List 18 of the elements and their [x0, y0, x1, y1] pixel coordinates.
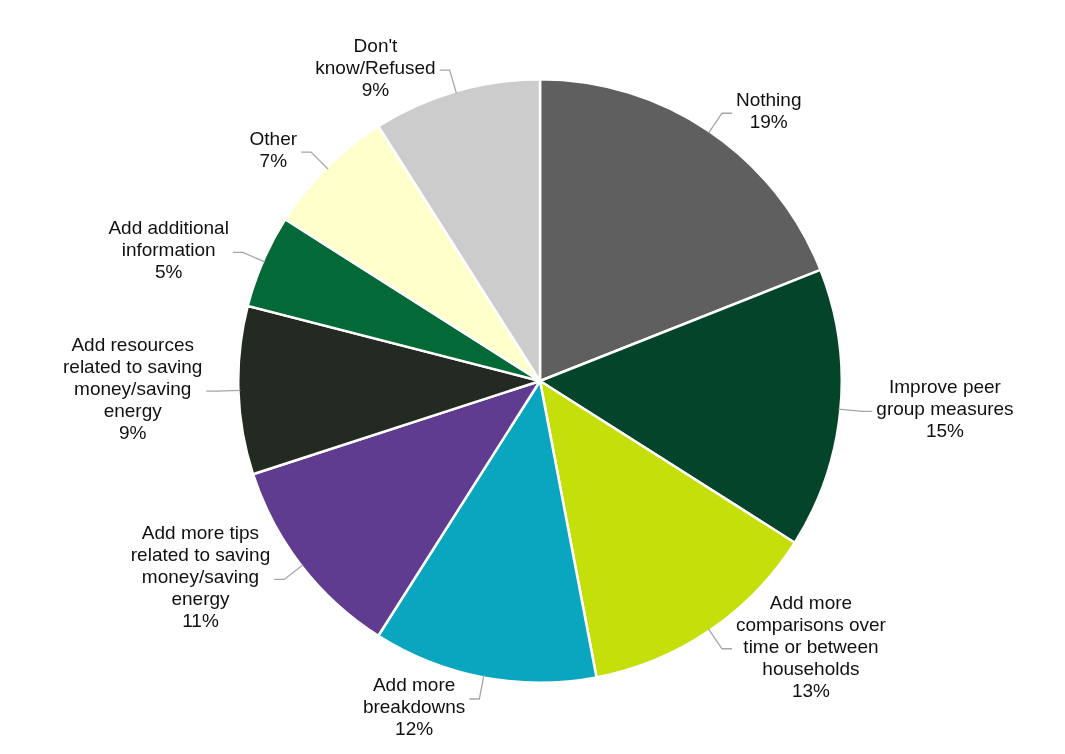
data-label: 9% — [361, 78, 390, 100]
data-label: 12% — [395, 717, 434, 739]
slice-label: Nothing — [735, 88, 802, 110]
data-label: 19% — [749, 110, 788, 132]
slice-label: Don't know/Refused — [315, 34, 436, 78]
data-label: 7% — [259, 149, 288, 171]
data-label: 5% — [154, 261, 183, 283]
data-label: 9% — [118, 421, 147, 443]
slice-label: Improve peer group measures — [876, 376, 1014, 420]
data-label: 11% — [182, 610, 219, 632]
slice-label: Add more breakdowns — [362, 673, 466, 717]
data-label: 15% — [925, 420, 965, 442]
slice-label: Add additional information — [108, 217, 229, 261]
slice-label: Add resources related to saving money/saving energy — [62, 333, 203, 421]
data-label: 13% — [791, 679, 831, 701]
slice-label: Add more comparisons over time or between households — [735, 591, 887, 679]
slice-label: Add more tips related to saving money/saving energy — [130, 522, 271, 610]
slice-label: Other — [249, 127, 298, 149]
